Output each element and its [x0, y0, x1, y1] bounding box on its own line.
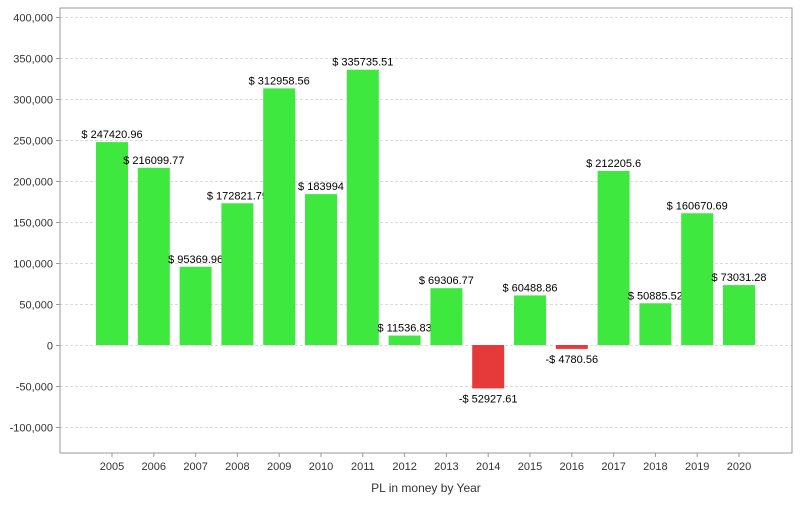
bar-2009 — [263, 88, 296, 346]
x-tick-label: 2017 — [601, 461, 625, 473]
x-tick-label: 2015 — [518, 461, 542, 473]
y-tick-label: -50,000 — [16, 382, 53, 394]
y-tick-label: 150,000 — [13, 218, 53, 230]
x-tick-label: 2014 — [476, 461, 500, 473]
data-label: $ 50885.52 — [628, 290, 683, 302]
x-tick-label: 2013 — [434, 461, 458, 473]
plot-frame — [59, 7, 793, 454]
bar-2019 — [681, 213, 714, 345]
data-label: $ 247420.96 — [81, 129, 142, 141]
bars: $ 247420.96 $ 216099.77 $ 95369.96 $ 172821… — [81, 57, 766, 406]
x-tick-label: 2009 — [267, 461, 291, 473]
data-label: $ 183994 — [298, 181, 344, 193]
y-tick-label: 0 — [47, 341, 53, 353]
bar-2020 — [723, 285, 755, 345]
data-label: $ 216099.77 — [123, 155, 184, 167]
y-tick-label: 100,000 — [13, 259, 53, 271]
y-tick-label: 200,000 — [13, 177, 53, 189]
data-label: $ 212205.6 — [586, 158, 641, 170]
y-axis: -100,000 -50,000 0 50,000 100,000 150,000 200,… — [10, 13, 60, 435]
bar-2012 — [388, 335, 421, 345]
x-tick-label: 2020 — [727, 461, 751, 473]
bar-2013 — [430, 288, 463, 345]
data-label: $ 73031.28 — [711, 272, 766, 284]
data-label: $ 335735.51 — [332, 57, 393, 69]
x-tick-label: 2019 — [685, 461, 709, 473]
bar-2005 — [96, 142, 128, 345]
bar-2015 — [514, 295, 546, 345]
x-tick-label: 2005 — [100, 461, 124, 473]
x-tick-label: 2006 — [142, 461, 166, 473]
x-tick-label: 2016 — [560, 461, 584, 473]
data-label: $ 11536.83 — [377, 323, 431, 335]
bar-2010 — [305, 194, 337, 345]
y-tick-label: 300,000 — [13, 95, 53, 107]
data-label: $ 172821.79 — [207, 190, 268, 202]
x-tick-label: 2012 — [392, 461, 416, 473]
data-label: $ 60488.86 — [502, 282, 557, 294]
bar-2008 — [221, 203, 254, 345]
y-tick-label: 250,000 — [13, 136, 53, 148]
y-tick-label: 50,000 — [19, 300, 53, 312]
x-tick-label: 2011 — [351, 461, 375, 473]
bar-2017 — [597, 170, 630, 345]
x-tick-label: 2008 — [225, 461, 249, 473]
y-tick-label: 350,000 — [13, 54, 53, 66]
bar-2007 — [179, 266, 212, 345]
bar-2018 — [639, 303, 672, 345]
x-tick-label: 2010 — [309, 461, 333, 473]
bar-2014 — [472, 345, 505, 389]
bar-2011 — [346, 69, 379, 345]
x-axis: 2005 2006 2007 2008 2009 2010 2011 2012 2013 2014… — [100, 453, 751, 473]
bar-2016 — [555, 345, 588, 349]
data-label: $ 160670.69 — [667, 200, 728, 212]
data-label: $ 95369.96 — [168, 254, 223, 266]
data-label: -$ 52927.61 — [459, 393, 518, 405]
data-label: -$ 4780.56 — [545, 354, 598, 366]
x-tick-label: 2007 — [183, 461, 207, 473]
x-tick-label: 2018 — [643, 461, 667, 473]
y-tick-label: -100,000 — [10, 423, 53, 435]
data-label: $ 312958.56 — [249, 75, 310, 87]
data-label: $ 69306.77 — [419, 275, 474, 287]
x-axis-title: PL in money by Year — [371, 481, 481, 495]
y-tick-label: 400,000 — [13, 13, 53, 25]
bar-2006 — [137, 167, 170, 345]
gridlines — [60, 17, 792, 428]
